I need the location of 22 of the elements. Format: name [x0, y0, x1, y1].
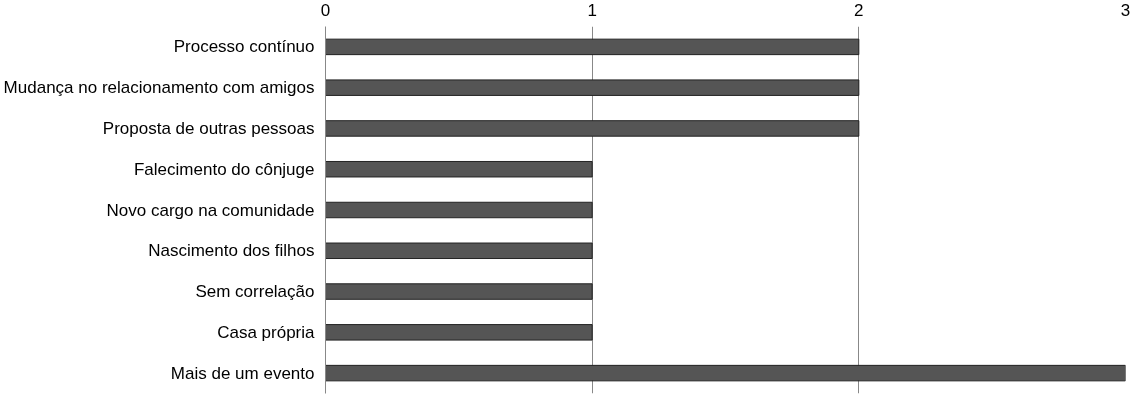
x-tick-label: 3	[1120, 0, 1131, 20]
bar	[325, 79, 860, 96]
x-tick-label: 0	[320, 0, 331, 20]
y-tick-label: Mudança no relacionamento com amigos	[3, 78, 315, 98]
x-tick-label: 2	[854, 0, 864, 20]
y-tick-label: Falecimento do cônjuge	[134, 159, 315, 179]
bar	[325, 38, 860, 56]
bar	[325, 324, 593, 341]
bar	[325, 364, 1126, 382]
bar	[325, 120, 860, 137]
y-tick-label: Processo contínuo	[173, 37, 315, 57]
y-tick-label: Casa própria	[217, 322, 316, 342]
bar	[325, 201, 593, 219]
x-tick-label: 1	[587, 0, 597, 20]
bar	[325, 160, 593, 178]
y-tick-label: Nascimento dos filhos	[148, 241, 315, 261]
y-tick-label: Novo cargo na comunidade	[106, 200, 315, 220]
y-tick-label: Sem correlação	[195, 282, 315, 302]
bar	[325, 242, 593, 260]
y-tick-label: Proposta de outras pessoas	[102, 118, 315, 138]
bar	[325, 283, 593, 300]
y-tick-label: Mais de um evento	[170, 363, 315, 383]
